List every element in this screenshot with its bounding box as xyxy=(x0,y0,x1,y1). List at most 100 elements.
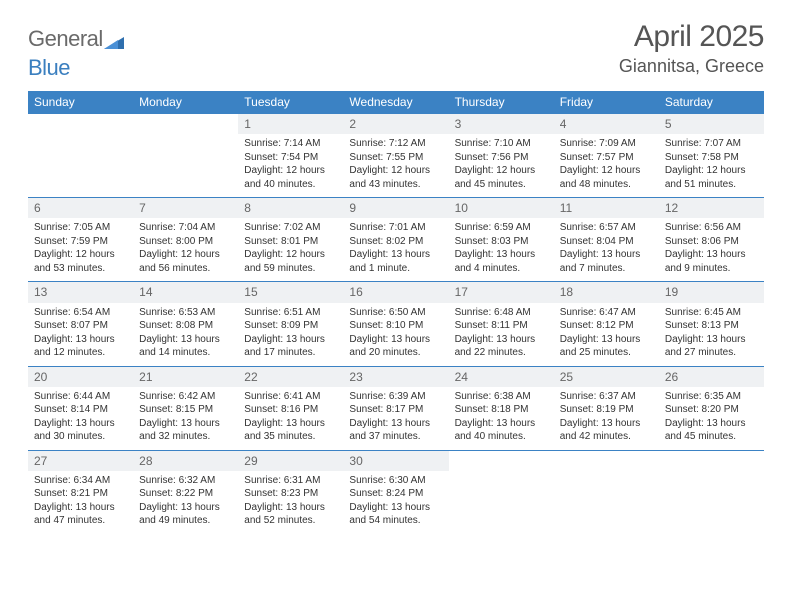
calendar-day-cell: 28Sunrise: 6:32 AMSunset: 8:22 PMDayligh… xyxy=(133,450,238,534)
day-number: 22 xyxy=(238,367,343,387)
location-label: Giannitsa, Greece xyxy=(619,56,764,77)
day-number xyxy=(28,114,133,134)
day-number: 18 xyxy=(554,282,659,302)
day-details: Sunrise: 7:01 AMSunset: 8:02 PMDaylight:… xyxy=(343,218,448,281)
calendar-day-cell: 15Sunrise: 6:51 AMSunset: 8:09 PMDayligh… xyxy=(238,282,343,366)
day-number: 21 xyxy=(133,367,238,387)
page-title: April 2025 xyxy=(619,20,764,54)
day-number xyxy=(554,451,659,471)
calendar-day-cell: 21Sunrise: 6:42 AMSunset: 8:15 PMDayligh… xyxy=(133,366,238,450)
day-details: Sunrise: 7:10 AMSunset: 7:56 PMDaylight:… xyxy=(449,134,554,197)
day-details: Sunrise: 6:45 AMSunset: 8:13 PMDaylight:… xyxy=(659,303,764,366)
calendar-day-cell xyxy=(133,114,238,198)
calendar-day-cell: 5Sunrise: 7:07 AMSunset: 7:58 PMDaylight… xyxy=(659,114,764,198)
day-number: 9 xyxy=(343,198,448,218)
day-details: Sunrise: 7:12 AMSunset: 7:55 PMDaylight:… xyxy=(343,134,448,197)
calendar-table: Sunday Monday Tuesday Wednesday Thursday… xyxy=(28,91,764,534)
day-number: 11 xyxy=(554,198,659,218)
day-number: 7 xyxy=(133,198,238,218)
calendar-day-cell: 7Sunrise: 7:04 AMSunset: 8:00 PMDaylight… xyxy=(133,198,238,282)
logo-word2: Blue xyxy=(28,55,70,80)
day-details: Sunrise: 6:50 AMSunset: 8:10 PMDaylight:… xyxy=(343,303,448,366)
calendar-day-cell: 14Sunrise: 6:53 AMSunset: 8:08 PMDayligh… xyxy=(133,282,238,366)
day-number: 8 xyxy=(238,198,343,218)
calendar-day-cell: 2Sunrise: 7:12 AMSunset: 7:55 PMDaylight… xyxy=(343,114,448,198)
day-number: 28 xyxy=(133,451,238,471)
day-number xyxy=(659,451,764,471)
day-number: 3 xyxy=(449,114,554,134)
day-details: Sunrise: 6:41 AMSunset: 8:16 PMDaylight:… xyxy=(238,387,343,450)
day-number: 30 xyxy=(343,451,448,471)
day-details: Sunrise: 6:34 AMSunset: 8:21 PMDaylight:… xyxy=(28,471,133,534)
day-number: 5 xyxy=(659,114,764,134)
day-number: 10 xyxy=(449,198,554,218)
calendar-week-row: 1Sunrise: 7:14 AMSunset: 7:54 PMDaylight… xyxy=(28,114,764,198)
day-number: 20 xyxy=(28,367,133,387)
calendar-day-cell: 3Sunrise: 7:10 AMSunset: 7:56 PMDaylight… xyxy=(449,114,554,198)
day-details: Sunrise: 6:30 AMSunset: 8:24 PMDaylight:… xyxy=(343,471,448,534)
calendar-day-cell: 4Sunrise: 7:09 AMSunset: 7:57 PMDaylight… xyxy=(554,114,659,198)
calendar-week-row: 27Sunrise: 6:34 AMSunset: 8:21 PMDayligh… xyxy=(28,450,764,534)
day-number xyxy=(449,451,554,471)
calendar-day-cell: 13Sunrise: 6:54 AMSunset: 8:07 PMDayligh… xyxy=(28,282,133,366)
calendar-day-cell: 30Sunrise: 6:30 AMSunset: 8:24 PMDayligh… xyxy=(343,450,448,534)
calendar-day-cell xyxy=(449,450,554,534)
day-details: Sunrise: 7:05 AMSunset: 7:59 PMDaylight:… xyxy=(28,218,133,281)
calendar-week-row: 13Sunrise: 6:54 AMSunset: 8:07 PMDayligh… xyxy=(28,282,764,366)
calendar-week-row: 6Sunrise: 7:05 AMSunset: 7:59 PMDaylight… xyxy=(28,198,764,282)
day-number: 23 xyxy=(343,367,448,387)
day-number: 29 xyxy=(238,451,343,471)
day-details: Sunrise: 6:59 AMSunset: 8:03 PMDaylight:… xyxy=(449,218,554,281)
day-details: Sunrise: 6:42 AMSunset: 8:15 PMDaylight:… xyxy=(133,387,238,450)
day-number: 13 xyxy=(28,282,133,302)
calendar-day-cell: 11Sunrise: 6:57 AMSunset: 8:04 PMDayligh… xyxy=(554,198,659,282)
day-number: 6 xyxy=(28,198,133,218)
day-number: 17 xyxy=(449,282,554,302)
day-details: Sunrise: 6:47 AMSunset: 8:12 PMDaylight:… xyxy=(554,303,659,366)
day-number: 14 xyxy=(133,282,238,302)
calendar-day-cell: 26Sunrise: 6:35 AMSunset: 8:20 PMDayligh… xyxy=(659,366,764,450)
col-sunday: Sunday xyxy=(28,91,133,114)
day-details: Sunrise: 6:32 AMSunset: 8:22 PMDaylight:… xyxy=(133,471,238,534)
logo-triangle-icon xyxy=(104,29,124,55)
day-number: 25 xyxy=(554,367,659,387)
day-details: Sunrise: 6:54 AMSunset: 8:07 PMDaylight:… xyxy=(28,303,133,366)
day-details: Sunrise: 6:48 AMSunset: 8:11 PMDaylight:… xyxy=(449,303,554,366)
day-number: 27 xyxy=(28,451,133,471)
day-details: Sunrise: 7:14 AMSunset: 7:54 PMDaylight:… xyxy=(238,134,343,197)
day-number: 16 xyxy=(343,282,448,302)
col-thursday: Thursday xyxy=(449,91,554,114)
calendar-day-cell: 23Sunrise: 6:39 AMSunset: 8:17 PMDayligh… xyxy=(343,366,448,450)
calendar-day-cell: 1Sunrise: 7:14 AMSunset: 7:54 PMDaylight… xyxy=(238,114,343,198)
logo: GeneralBlue xyxy=(28,26,126,81)
calendar-day-cell: 16Sunrise: 6:50 AMSunset: 8:10 PMDayligh… xyxy=(343,282,448,366)
calendar-day-cell: 9Sunrise: 7:01 AMSunset: 8:02 PMDaylight… xyxy=(343,198,448,282)
day-details: Sunrise: 6:51 AMSunset: 8:09 PMDaylight:… xyxy=(238,303,343,366)
day-details: Sunrise: 6:57 AMSunset: 8:04 PMDaylight:… xyxy=(554,218,659,281)
col-monday: Monday xyxy=(133,91,238,114)
col-tuesday: Tuesday xyxy=(238,91,343,114)
day-details: Sunrise: 6:53 AMSunset: 8:08 PMDaylight:… xyxy=(133,303,238,366)
day-number: 19 xyxy=(659,282,764,302)
calendar-day-cell: 27Sunrise: 6:34 AMSunset: 8:21 PMDayligh… xyxy=(28,450,133,534)
day-details: Sunrise: 6:39 AMSunset: 8:17 PMDaylight:… xyxy=(343,387,448,450)
calendar-day-cell: 8Sunrise: 7:02 AMSunset: 8:01 PMDaylight… xyxy=(238,198,343,282)
day-details: Sunrise: 7:04 AMSunset: 8:00 PMDaylight:… xyxy=(133,218,238,281)
day-number: 24 xyxy=(449,367,554,387)
day-details: Sunrise: 6:31 AMSunset: 8:23 PMDaylight:… xyxy=(238,471,343,534)
header: GeneralBlue April 2025 Giannitsa, Greece xyxy=(28,20,764,81)
calendar-day-cell xyxy=(554,450,659,534)
calendar-day-cell: 25Sunrise: 6:37 AMSunset: 8:19 PMDayligh… xyxy=(554,366,659,450)
day-details: Sunrise: 7:07 AMSunset: 7:58 PMDaylight:… xyxy=(659,134,764,197)
day-details: Sunrise: 6:56 AMSunset: 8:06 PMDaylight:… xyxy=(659,218,764,281)
day-details: Sunrise: 6:44 AMSunset: 8:14 PMDaylight:… xyxy=(28,387,133,450)
col-wednesday: Wednesday xyxy=(343,91,448,114)
calendar-day-cell: 18Sunrise: 6:47 AMSunset: 8:12 PMDayligh… xyxy=(554,282,659,366)
calendar-day-cell: 12Sunrise: 6:56 AMSunset: 8:06 PMDayligh… xyxy=(659,198,764,282)
day-details: Sunrise: 7:09 AMSunset: 7:57 PMDaylight:… xyxy=(554,134,659,197)
calendar-day-cell xyxy=(659,450,764,534)
calendar-week-row: 20Sunrise: 6:44 AMSunset: 8:14 PMDayligh… xyxy=(28,366,764,450)
day-number: 4 xyxy=(554,114,659,134)
day-number: 15 xyxy=(238,282,343,302)
day-number: 2 xyxy=(343,114,448,134)
